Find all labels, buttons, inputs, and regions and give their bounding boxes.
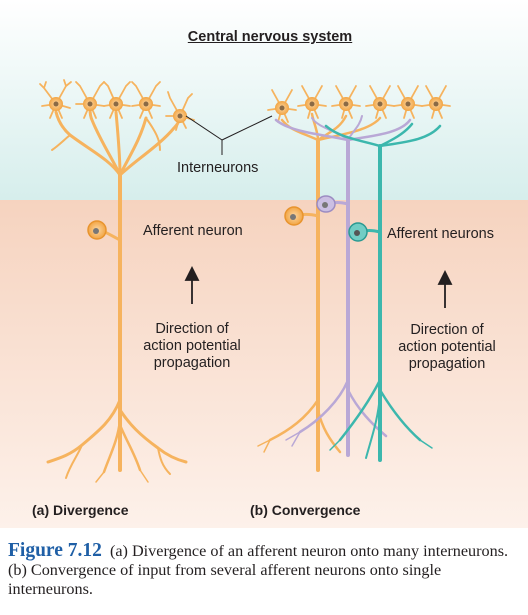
figure-caption: Figure 7.12 (a) Divergence of an afferen…: [8, 541, 520, 599]
interneurons-b: [267, 85, 451, 123]
neuron-diagram: [0, 0, 528, 528]
figure-number: Figure 7.12: [8, 540, 102, 561]
interneurons-label: Interneurons: [177, 160, 259, 176]
direction-b-line-2: action potential: [398, 339, 496, 355]
pns-region: [0, 200, 528, 528]
cns-label: Central nervous system: [187, 29, 353, 45]
direction-a-line-1: Direction of: [155, 321, 229, 337]
interneuron-somas-b: [275, 97, 443, 115]
convergence-neuron-teal: [324, 122, 442, 462]
afferent-neurons-label: Afferent neurons: [387, 226, 494, 242]
direction-label-b: Direction of action potential propagatio…: [384, 322, 510, 373]
direction-arrow-b: [437, 269, 453, 308]
direction-b-line-3: propagation: [408, 356, 486, 372]
afferent-neuron-label: Afferent neuron: [143, 223, 243, 239]
direction-label-a: Direction of action potential propagatio…: [128, 321, 256, 372]
interneurons-pointer: [185, 115, 273, 155]
direction-a-line-2: action potential: [143, 338, 241, 354]
direction-arrow-a: [184, 265, 200, 304]
caption-text: (a) Divergence of an afferent neuron ont…: [8, 542, 509, 598]
divergence-neuron: [46, 106, 188, 483]
panel-b-label: (b) Convergence: [250, 502, 361, 518]
interneuron-somas-a: [49, 97, 187, 123]
direction-b-line-1: Direction of: [410, 322, 484, 338]
panel-a-label: (a) Divergence: [32, 502, 129, 518]
direction-a-line-3: propagation: [153, 355, 231, 371]
